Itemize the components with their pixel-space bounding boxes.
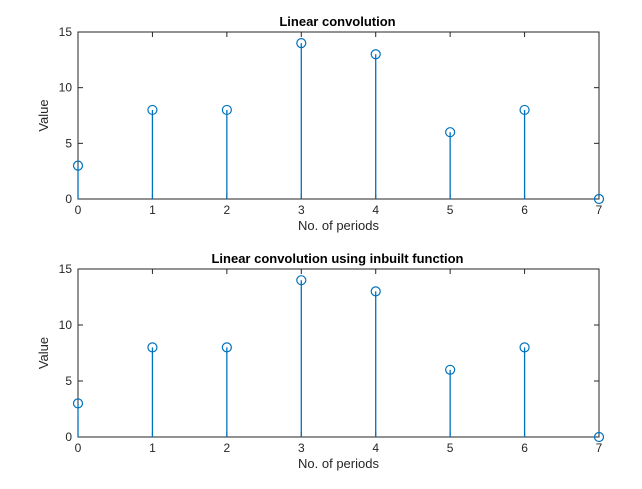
x-tick-label: 2 (224, 441, 231, 455)
stem-marker (593, 193, 605, 205)
x-tick-label: 5 (447, 203, 454, 217)
stem-marker (221, 342, 232, 353)
x-tick-label: 1 (149, 203, 156, 217)
x-tick-label: 3 (298, 203, 305, 217)
y-tick-label: 10 (59, 318, 73, 332)
y-axis-label: Value (36, 337, 51, 369)
axes-box (77, 31, 600, 200)
y-axis-label: Value (36, 99, 51, 131)
y-tick-label: 0 (65, 430, 72, 444)
y-tick-label: 5 (65, 136, 72, 150)
x-tick-label: 0 (75, 203, 82, 217)
x-axis-label: No. of periods (298, 456, 379, 471)
x-tick-label: 4 (372, 203, 379, 217)
y-tick-label: 15 (59, 262, 73, 276)
chart-title: Linear convolution using inbuilt functio… (211, 251, 463, 266)
x-tick-label: 1 (149, 441, 156, 455)
x-tick-label: 2 (224, 203, 231, 217)
x-tick-label: 6 (521, 441, 528, 455)
y-tick-label: 0 (65, 192, 72, 206)
stem-marker (519, 342, 530, 353)
y-tick-label: 5 (65, 374, 72, 388)
stem-marker (296, 275, 307, 286)
x-tick-label: 7 (596, 441, 603, 455)
x-tick-label: 4 (372, 441, 379, 455)
stem-marker (147, 342, 158, 353)
x-tick-label: 6 (521, 203, 528, 217)
stem-marker (519, 104, 530, 116)
stem-marker (221, 104, 232, 116)
stem-marker (370, 49, 381, 60)
x-tick-label: 5 (447, 441, 454, 455)
stem-marker (72, 398, 84, 409)
x-axis-label: No. of periods (298, 218, 379, 233)
stem-marker (147, 104, 158, 116)
x-tick-label: 0 (75, 441, 82, 455)
stem-marker (72, 160, 84, 171)
y-tick-label: 10 (59, 81, 73, 95)
stem-marker (370, 286, 381, 297)
subplot-1: 0 1 2 3 4 5 6 7 0 5 10 15 Linear convolution No. of p… (36, 14, 605, 233)
axes-box (77, 268, 600, 438)
stem-marker (445, 127, 456, 138)
stem-marker (593, 431, 605, 443)
x-tick-label: 3 (298, 441, 305, 455)
y-tick-label: 15 (59, 25, 73, 39)
stem-marker (296, 38, 307, 49)
x-tick-label: 7 (596, 203, 603, 217)
subplot-2: 0 1 2 3 4 5 6 7 0 5 10 15 Linear convolution using i… (36, 251, 605, 471)
chart-title: Linear convolution (279, 14, 395, 29)
stem-marker (445, 364, 456, 375)
